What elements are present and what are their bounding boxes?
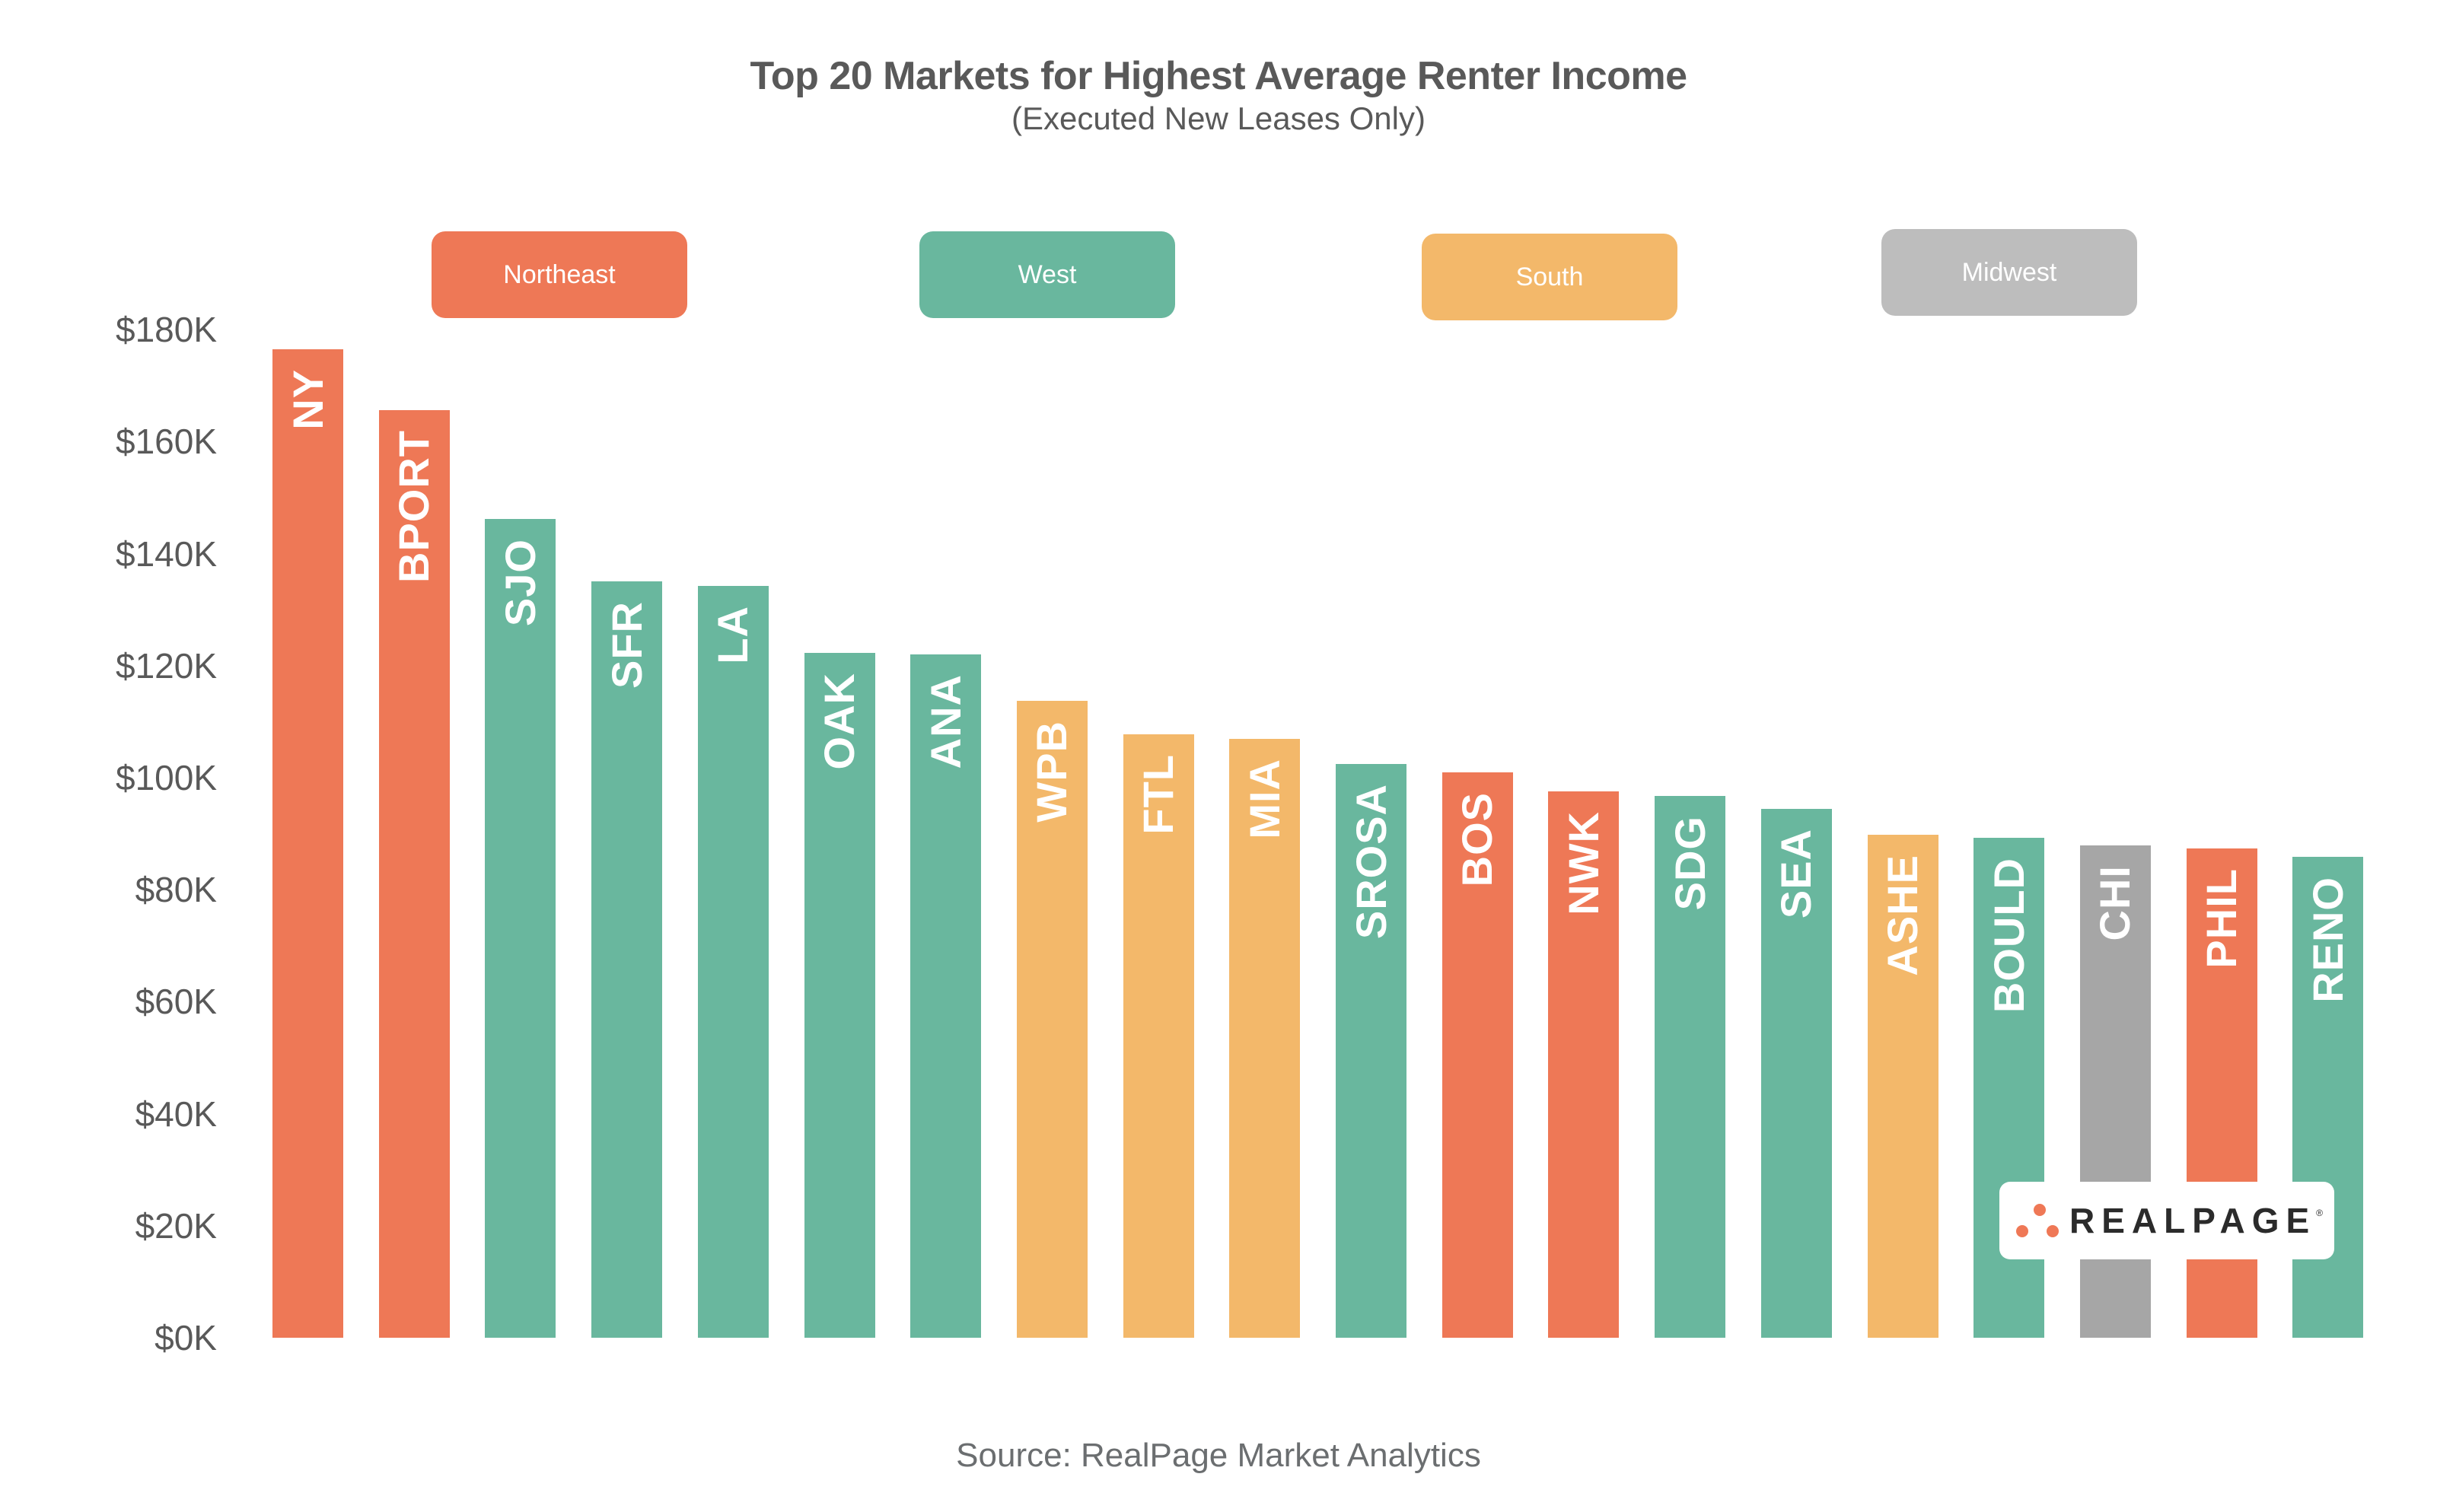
bar-label: MIA (1240, 759, 1289, 839)
bar-label: BPORT (390, 430, 438, 584)
three-dots-logo-icon (2013, 1198, 2066, 1243)
bar-sfr: SFR (591, 581, 663, 1338)
bar-label: NY (283, 368, 332, 430)
bar-chi: CHI (2079, 845, 2151, 1338)
bar-label: NWK (1559, 810, 1607, 915)
bar-oak: OAK (804, 652, 875, 1338)
legend-item-south: South (1422, 234, 1677, 320)
y-tick-label: $120K (115, 645, 217, 686)
y-tick-label: $160K (115, 422, 217, 462)
bar-label: SEA (1772, 829, 1821, 919)
legend-label: West (1018, 259, 1077, 289)
bar-label: BOS (1453, 791, 1502, 887)
bar-label: LA (709, 606, 757, 664)
y-tick-label: $0K (155, 1318, 217, 1358)
bar-la: LA (697, 586, 769, 1338)
legend-item-west: West (919, 231, 1175, 318)
bar-mia: MIA (1229, 739, 1301, 1338)
bar-phil: PHIL (2186, 848, 2257, 1338)
legend-item-midwest: Midwest (1881, 229, 2137, 316)
bar-label: SJO (495, 538, 544, 627)
bar-label: OAK (815, 672, 863, 770)
chart-subtitle: (Executed New Leases Only) (1011, 100, 1426, 136)
chart-title: Top 20 Markets for Highest Average Rente… (750, 54, 1687, 98)
bar-reno: RENO (2292, 856, 2364, 1338)
bar-label: BOULD (1984, 857, 2033, 1013)
bar-label: PHIL (2197, 867, 2246, 969)
bar-nwk: NWK (1548, 791, 1620, 1338)
legend-label: Midwest (1961, 257, 2057, 287)
bar-ana: ANA (910, 654, 982, 1338)
bar-sdg: SDG (1655, 796, 1726, 1338)
bar-ftl: FTL (1123, 734, 1194, 1338)
registered-mark: ® (2316, 1208, 2324, 1218)
legend-item-northeast: Northeast (432, 231, 687, 318)
y-tick-label: $60K (135, 982, 217, 1022)
bar-label: ASHE (1878, 855, 1926, 976)
y-tick-label: $140K (115, 533, 217, 574)
bar-label: SDG (1665, 816, 1714, 911)
bar-label: SFR (602, 600, 651, 689)
bar-ashe: ASHE (1867, 835, 1938, 1338)
bar-label: FTL (1134, 754, 1183, 835)
bar-label: ANA (921, 674, 970, 769)
realpage-logo: REALPAGE ® (1999, 1182, 2334, 1259)
bar-srosa: SROSA (1336, 764, 1406, 1338)
y-tick-label: $80K (135, 870, 217, 910)
bar-label: WPB (1027, 721, 1076, 823)
logo-wordmark: REALPAGE (2069, 1201, 2317, 1240)
bar-label: RENO (2303, 876, 2352, 1003)
y-tick-label: $180K (115, 310, 217, 350)
source-note: Source: RealPage Market Analytics (956, 1437, 1481, 1474)
bar-label: SROSA (1346, 784, 1395, 940)
bar-bos: BOS (1441, 772, 1513, 1338)
bar-wpb: WPB (1016, 701, 1088, 1338)
y-tick-label: $100K (115, 758, 217, 797)
legend-label: Northeast (503, 259, 616, 289)
bar-ny: NY (272, 349, 343, 1338)
bar-bport: BPORT (378, 410, 450, 1338)
bar-label: CHI (2091, 865, 2139, 941)
y-tick-label: $40K (135, 1093, 217, 1134)
bar-sjo: SJO (485, 518, 556, 1338)
bar-sea: SEA (1760, 809, 1832, 1338)
bar-bould: BOULD (1973, 837, 2045, 1338)
y-tick-label: $20K (135, 1205, 217, 1246)
legend-label: South (1515, 262, 1584, 291)
